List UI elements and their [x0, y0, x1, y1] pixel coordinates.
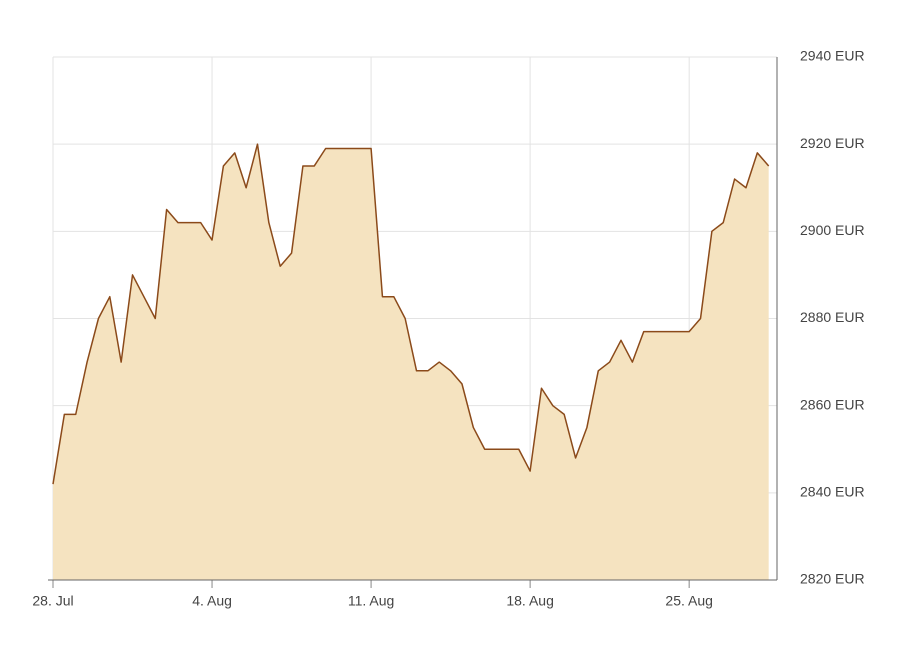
x-tick-label: 25. Aug	[665, 593, 713, 609]
x-tick-label: 4. Aug	[192, 593, 232, 609]
y-tick-label: 2860 EUR	[800, 396, 865, 412]
x-tick-label: 28. Jul	[32, 593, 73, 609]
y-tick-label: 2940 EUR	[800, 48, 865, 64]
y-tick-label: 2920 EUR	[800, 135, 865, 151]
y-tick-label: 2840 EUR	[800, 484, 865, 500]
y-tick-label: 2820 EUR	[800, 571, 865, 587]
x-tick-label: 18. Aug	[506, 593, 554, 609]
y-tick-label: 2880 EUR	[800, 309, 865, 325]
y-tick-label: 2900 EUR	[800, 222, 865, 238]
area	[53, 144, 769, 580]
line	[52, 143, 770, 485]
x-tick-label: 11. Aug	[348, 593, 394, 609]
